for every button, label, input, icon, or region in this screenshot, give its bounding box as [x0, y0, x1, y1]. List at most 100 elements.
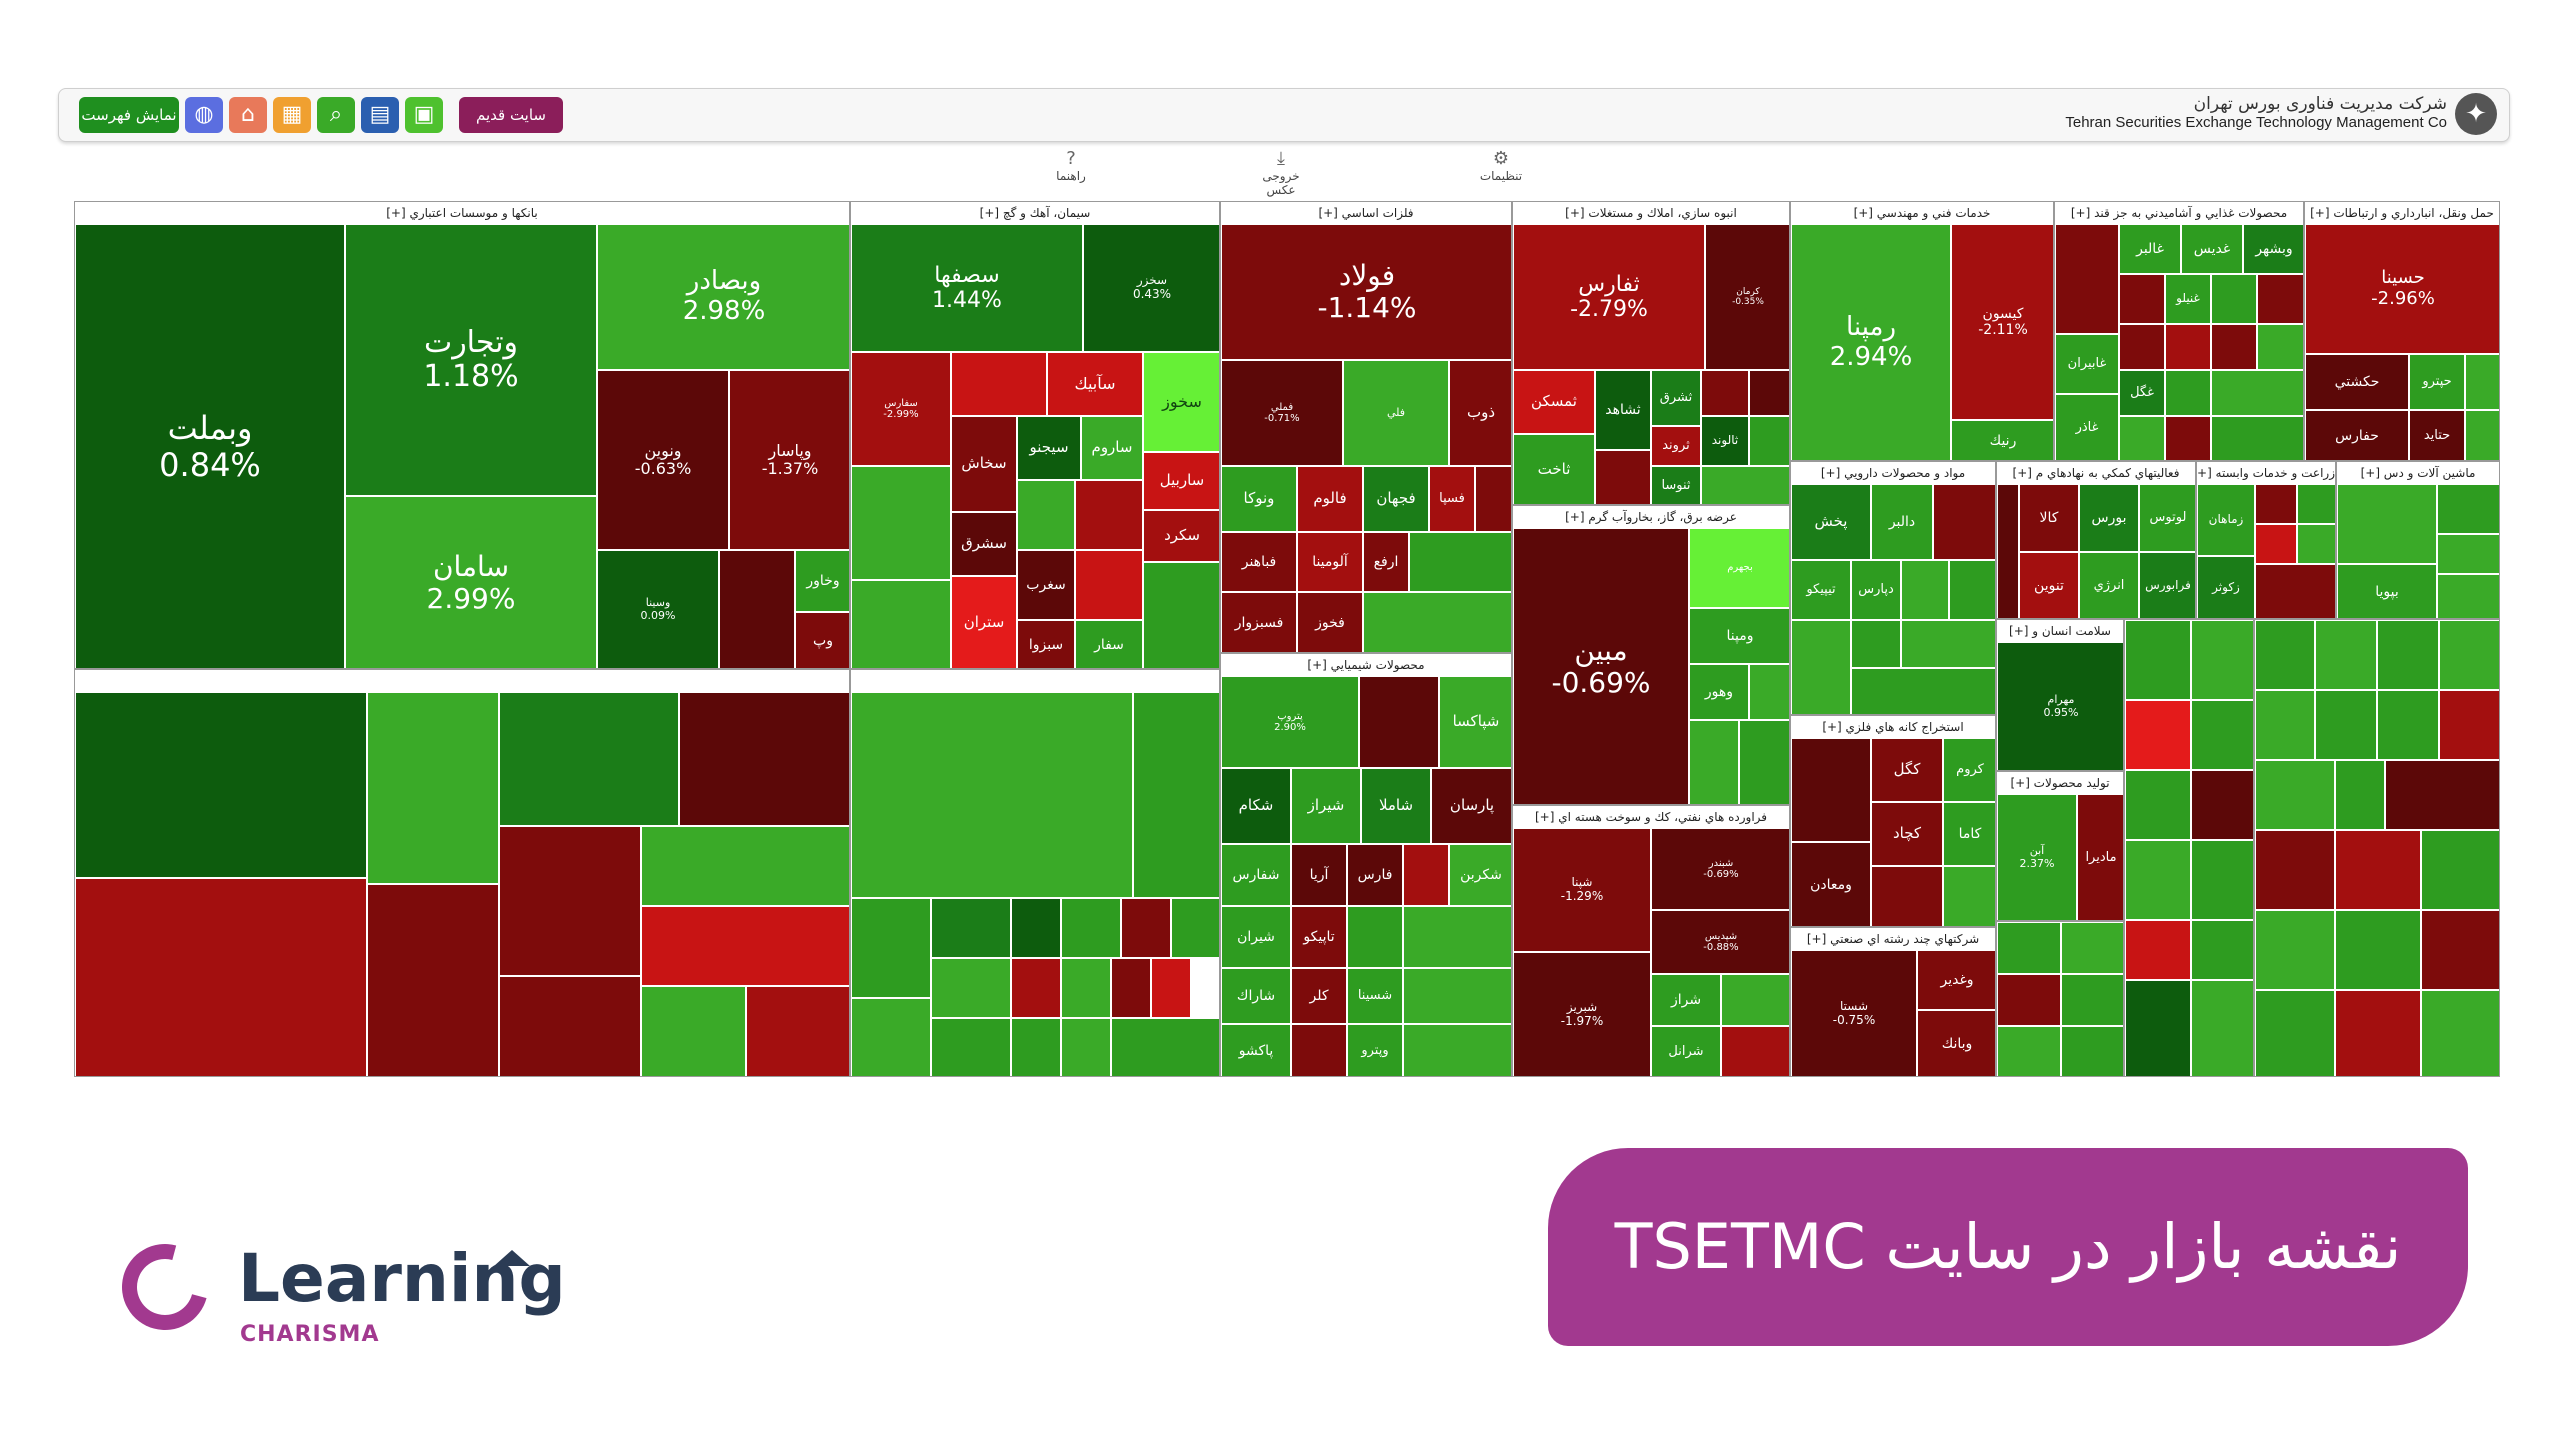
tile-invest-10[interactable] — [931, 958, 1011, 1018]
tile-mc-17[interactable] — [2421, 910, 2499, 990]
tile-sesharq[interactable]: سشرق — [951, 512, 1017, 576]
tile-ghnilo[interactable]: غنيلو — [2165, 274, 2211, 324]
tile-invest-18[interactable] — [1111, 1018, 1219, 1076]
tile-hsina[interactable]: حسينا -2.96% — [2305, 224, 2499, 354]
tile-food-i[interactable] — [2165, 370, 2211, 416]
tile-hfars[interactable]: حفارس — [2305, 410, 2409, 460]
tile-parsan[interactable]: پارسان — [1431, 768, 1511, 844]
tile-mc-9[interactable] — [2255, 760, 2335, 830]
tile-shesina[interactable]: شسينا — [1347, 968, 1403, 1024]
tile-fkhoz[interactable]: فخوز — [1297, 592, 1363, 652]
tile-re-e[interactable] — [1701, 466, 1789, 504]
tile-mb-6[interactable] — [2191, 770, 2253, 840]
tile-auto-7[interactable] — [499, 826, 641, 976]
tile-invest-4[interactable] — [851, 998, 931, 1076]
sector-title[interactable]: عرضه برق، گاز، بخاروآب گرم [+] — [1513, 506, 1789, 529]
tile-vbsader[interactable]: وبصادر 2.98% — [597, 224, 849, 370]
tile-auto-9[interactable] — [641, 906, 849, 986]
tile-invest-2[interactable] — [1133, 692, 1219, 898]
tile-ph-c[interactable] — [1949, 560, 1995, 620]
tile-invest-1[interactable] — [851, 692, 1133, 898]
tile-ag-d[interactable] — [2297, 524, 2335, 564]
tile-rnik[interactable]: رنيك — [1951, 420, 2053, 460]
tile-re-a[interactable] — [1701, 370, 1749, 416]
tile-sekhzar[interactable]: سخزر 0.43% — [1083, 224, 1219, 352]
tile-farabours[interactable]: فرابورس — [2139, 552, 2195, 618]
tile-snosa[interactable]: ثنوسا — [1651, 466, 1701, 504]
tile-auto-4[interactable] — [499, 692, 679, 826]
tile-rampna[interactable]: رمپنا 2.94% — [1791, 224, 1951, 460]
tile-cement-a[interactable] — [951, 352, 1047, 416]
tile-mehram[interactable]: مهرام 0.95% — [1997, 642, 2123, 770]
tile-cement-e[interactable] — [1075, 550, 1143, 620]
tile-alumina[interactable]: آلومينا — [1297, 532, 1363, 592]
tile-ag-c[interactable] — [2255, 524, 2297, 564]
tile-kerman[interactable]: كرمان -0.35% — [1705, 224, 1789, 370]
tile-kama[interactable]: كاما — [1943, 802, 1995, 866]
tile-invest-16[interactable] — [1011, 1018, 1061, 1076]
sector-title[interactable]: مواد و محصولات دارويي [+] — [1791, 462, 1995, 485]
sector-title[interactable]: محصولات غذايي و آشاميدني به جز قند [+] — [2055, 202, 2303, 225]
tile-bpooya[interactable]: بپويا — [2337, 564, 2437, 618]
tile-fs-a[interactable] — [1997, 484, 2019, 618]
tile-tr-a[interactable] — [2465, 354, 2499, 410]
tile-mc-19[interactable] — [2335, 990, 2421, 1076]
tile-re-b[interactable] — [1749, 370, 1789, 416]
tile-smaskan[interactable]: ثمسكن — [1513, 370, 1595, 434]
sector-title[interactable]: زراعت و خدمات وابسته [+] — [2197, 462, 2335, 485]
tile-mc-d[interactable] — [2437, 574, 2499, 618]
tile-invest-11[interactable] — [1011, 958, 1061, 1018]
tile-sfars[interactable]: ثفارس -2.79% — [1513, 224, 1705, 370]
tile-invest-12[interactable] — [1061, 958, 1111, 1018]
tile-zob[interactable]: ذوب — [1449, 360, 1511, 466]
tile-sefar[interactable]: سفار — [1075, 620, 1143, 668]
sector-title[interactable]: سيمان، آهك و گچ [+] — [851, 202, 1219, 225]
sector-title[interactable]: خدمات فني و مهندسي [+] — [1791, 202, 2053, 225]
tile-food-e[interactable] — [2119, 324, 2165, 370]
tile-shamla[interactable]: شاملا — [1361, 768, 1431, 844]
tile-mb-9[interactable] — [2125, 920, 2191, 980]
tile-vbshahr[interactable]: وبشهر — [2243, 224, 2303, 274]
tile-chem-a[interactable] — [1359, 676, 1439, 768]
tile-ghdis[interactable]: غديس — [2181, 224, 2243, 274]
tile-food-l[interactable] — [2165, 416, 2211, 460]
tile-kegol[interactable]: كگل — [1871, 738, 1943, 802]
tile-mb-5[interactable] — [2125, 770, 2191, 840]
tile-fsabzevar[interactable]: فسبزوار — [1221, 592, 1297, 652]
tile-vhour[interactable]: وهور — [1689, 664, 1749, 720]
tile-mc-16[interactable] — [2335, 910, 2421, 990]
tile-madira[interactable]: مادیرا — [2077, 794, 2123, 920]
tile-mc-13[interactable] — [2335, 830, 2421, 910]
tile-ph-e[interactable] — [1851, 620, 1901, 668]
tile-saman[interactable]: سامان 2.99% — [345, 496, 597, 668]
tile-mc-a[interactable] — [2337, 484, 2437, 564]
tile-vmapna[interactable]: ومپنا — [1689, 608, 1789, 664]
tile-food-b[interactable] — [2119, 274, 2165, 324]
tile-food-c[interactable] — [2211, 274, 2257, 324]
tile-vpasar[interactable]: وپاسار -1.37% — [729, 370, 849, 550]
tile-food-h[interactable] — [2257, 324, 2303, 370]
tile-auto-11[interactable] — [641, 986, 746, 1076]
tile-vsina[interactable]: وسينا 0.09% — [597, 550, 719, 668]
tile-mb-12[interactable] — [2191, 980, 2253, 1076]
tile-kala[interactable]: كالا — [2019, 484, 2079, 552]
tile-segharb[interactable]: سغرب — [1017, 550, 1075, 620]
tile-bjahrom[interactable]: بجهرم — [1689, 528, 1789, 608]
tile-vp[interactable]: وپ — [795, 612, 849, 668]
tile-metal-a[interactable] — [1475, 466, 1511, 532]
tile-shpaksa[interactable]: شپاكسا — [1439, 676, 1511, 768]
tile-htayd[interactable]: حتايد — [2409, 410, 2465, 460]
tile-ore-b[interactable] — [1871, 866, 1943, 926]
tile-mc-10[interactable] — [2335, 760, 2385, 830]
tile-cement-b[interactable] — [851, 466, 951, 580]
tile-sarbil[interactable]: ساربيل — [1143, 452, 1219, 510]
settings-button[interactable]: ⚙ تنظیمات — [1476, 148, 1526, 183]
tile-sharak[interactable]: شاراك — [1221, 968, 1291, 1024]
show-list-button[interactable]: نمایش فهرست — [79, 97, 179, 133]
tile-mc-3[interactable] — [2377, 620, 2439, 690]
tile-mb-4[interactable] — [2191, 700, 2253, 770]
tile-chem-e[interactable] — [1403, 968, 1511, 1024]
tile-fespa[interactable]: فسپا — [1429, 466, 1475, 532]
tile-tipiko[interactable]: تيپيكو — [1791, 560, 1851, 620]
tile-shbriz[interactable]: شبريز -1.97% — [1513, 952, 1651, 1076]
